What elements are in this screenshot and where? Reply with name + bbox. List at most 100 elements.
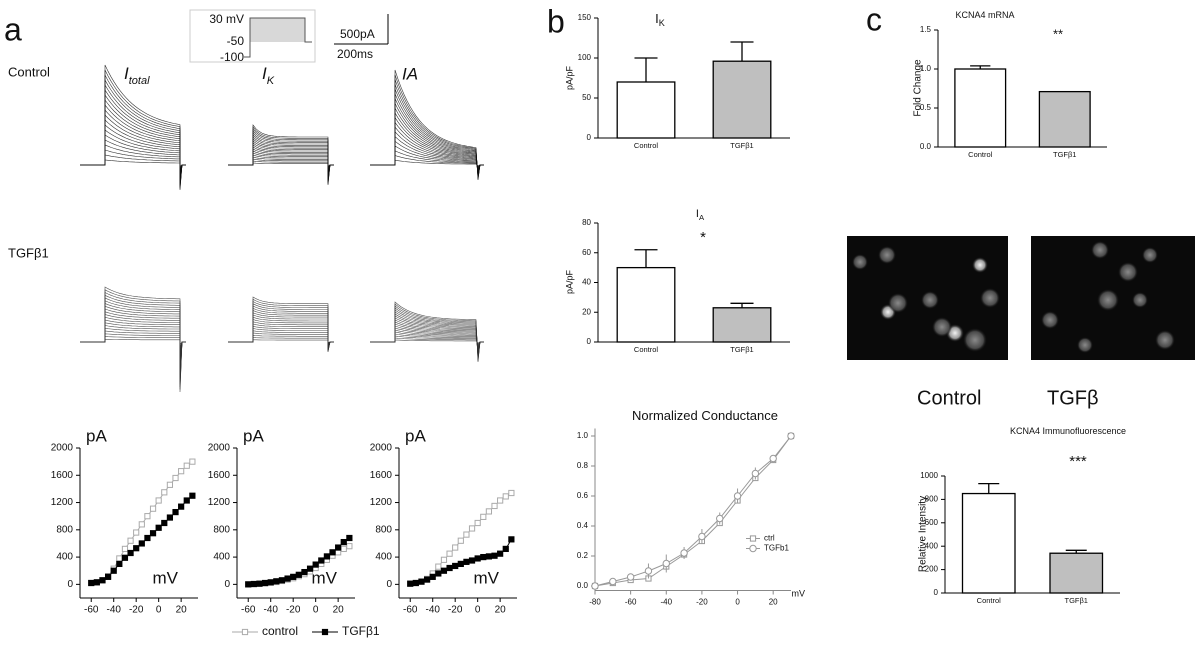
marker — [241, 628, 249, 636]
current-trace — [80, 292, 186, 388]
current-trace — [370, 79, 484, 179]
protocol-label: 30 mV — [209, 12, 244, 26]
chart-title-main: KCNA4 Immunofluorescence — [1010, 426, 1126, 436]
marker — [452, 562, 459, 570]
x-tick-label: TGFβ1 — [730, 141, 753, 150]
marker — [716, 514, 724, 523]
y-tick-label: 0 — [934, 588, 939, 597]
marker — [346, 534, 353, 542]
marker — [626, 573, 635, 581]
marker — [267, 579, 274, 586]
current-trace — [228, 319, 334, 348]
current-trace — [370, 333, 484, 347]
marker — [463, 558, 470, 565]
y-tick-label: 2000 — [51, 443, 74, 454]
current-trace — [370, 311, 484, 358]
current-trace — [370, 116, 484, 173]
marker — [474, 519, 481, 527]
protocol-label: -100 — [220, 50, 244, 64]
y-axis-label: pA/pF — [564, 269, 574, 294]
current-trace — [228, 142, 334, 177]
current-trace — [80, 330, 186, 353]
scale-label: 500pA — [340, 27, 375, 41]
x-tick-label: -20 — [129, 605, 144, 616]
current-trace — [228, 132, 334, 182]
marker — [284, 575, 291, 582]
marker — [278, 577, 286, 584]
x-tick-label: -40 — [263, 605, 278, 616]
y-tick-label: 800 — [375, 524, 392, 535]
x-tick-label: TGFβ1 — [730, 345, 753, 354]
current-trace — [370, 335, 484, 346]
marker — [172, 474, 179, 482]
x-tick-label: -20 — [286, 605, 301, 616]
current-trace — [228, 146, 334, 175]
bar — [712, 307, 772, 343]
marker — [407, 580, 414, 587]
marker — [301, 568, 308, 576]
panel-label: c — [866, 1, 882, 37]
marker — [733, 492, 742, 500]
current-trace — [228, 310, 334, 350]
marker — [321, 628, 329, 636]
cell — [980, 288, 1000, 308]
x-tick-label: -20 — [696, 598, 708, 607]
marker — [161, 489, 168, 496]
current-trace — [228, 301, 334, 352]
marker — [508, 489, 515, 497]
y-axis-label: pA — [405, 426, 426, 445]
bar — [1049, 552, 1104, 594]
marker — [323, 553, 331, 560]
current-trace — [228, 337, 334, 344]
marker — [121, 545, 129, 553]
chart-title: KCNA4 Immunofluorescence — [1010, 426, 1126, 436]
legend-label: control — [262, 624, 298, 638]
y-tick-label: 60 — [582, 248, 591, 257]
chart-title-sub: A — [699, 213, 705, 222]
marker — [446, 550, 453, 557]
column-label-main: I — [124, 64, 129, 83]
x-tick-label: -60 — [241, 605, 256, 616]
current-trace — [80, 139, 186, 172]
current-trace — [370, 315, 484, 356]
y-tick-label: 2000 — [370, 443, 393, 454]
current-trace — [228, 150, 334, 173]
current-trace — [80, 303, 186, 378]
current-trace — [80, 336, 186, 348]
current-trace — [80, 99, 186, 182]
y-tick-label: 0.5 — [920, 103, 932, 112]
marker — [133, 529, 140, 536]
scale-label: 200ms — [337, 47, 373, 61]
marker — [340, 538, 347, 546]
marker — [787, 432, 795, 440]
row-label: Control — [8, 64, 50, 79]
current-trace — [370, 84, 484, 178]
marker — [502, 493, 509, 500]
current-trace — [80, 305, 186, 375]
current-trace — [80, 144, 186, 171]
marker — [144, 534, 151, 542]
current-trace — [80, 294, 186, 385]
chart: pA mV 0 400 800 1200 1600 2000 -60 -40 -20 0 20 — [208, 426, 355, 616]
x-axis-label: mV — [792, 588, 806, 598]
current-trace — [80, 327, 186, 355]
marker — [166, 514, 174, 521]
marker — [609, 577, 617, 586]
current-trace — [228, 339, 334, 343]
x-tick-label: 0 — [475, 605, 481, 616]
current-trace — [80, 149, 186, 169]
current-trace — [228, 126, 334, 185]
current-trace — [228, 305, 334, 351]
current-trace — [80, 314, 186, 368]
bar — [1038, 90, 1091, 148]
current-trace — [228, 162, 334, 167]
cell — [1041, 311, 1059, 329]
cell — [1132, 292, 1148, 308]
current-trace — [370, 303, 484, 362]
x-tick-label: TGFβ1 — [1053, 150, 1076, 159]
current-trace — [370, 150, 484, 168]
current-trace — [80, 286, 186, 393]
current-trace — [228, 312, 334, 349]
